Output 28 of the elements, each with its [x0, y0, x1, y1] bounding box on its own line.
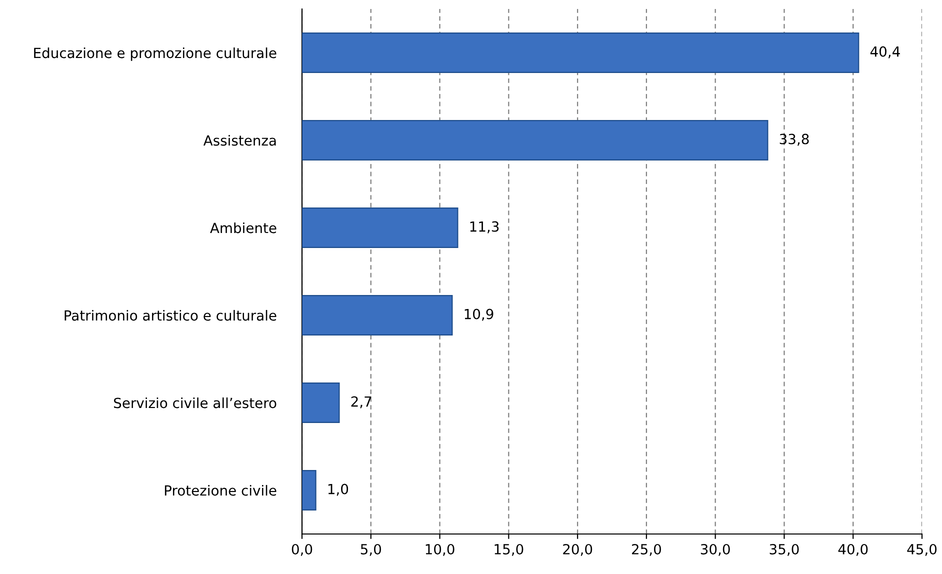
x-tick-label: 0,0: [292, 544, 312, 556]
y-tick-label: Ambiente: [210, 222, 276, 234]
y-tick-label: Protezione civile: [164, 484, 276, 496]
data-label: 1,0: [328, 484, 348, 496]
x-tick-label: 40,0: [838, 544, 868, 556]
data-label: 2,7: [351, 396, 372, 408]
x-tick-label: 35,0: [770, 544, 799, 556]
bar: [302, 120, 768, 160]
bar: [302, 208, 458, 248]
x-tick-label: 10,0: [426, 544, 454, 556]
x-tick-label: 15,0: [494, 544, 524, 556]
y-tick-label: Educazione e promozione culturale: [34, 47, 276, 61]
y-tick-label: Patrimonio artistico e culturale: [64, 310, 276, 321]
bar: [302, 295, 453, 336]
x-tick-label: 45,0: [907, 544, 937, 556]
data-label: 10,9: [464, 308, 494, 321]
y-tick-label: Servizio civile all’estero: [114, 397, 276, 408]
data-label: 40,4: [870, 46, 900, 58]
x-tick-label: 5,0: [360, 544, 382, 556]
x-tick-label: 20,0: [563, 544, 592, 556]
data-label: 33,8: [780, 134, 809, 146]
x-tick-label: 30,0: [700, 544, 730, 556]
y-tick-label: Assistenza: [203, 134, 276, 146]
bar: [302, 382, 340, 423]
bar: [302, 32, 860, 73]
bar: [302, 470, 316, 510]
x-tick-label: 25,0: [632, 544, 661, 556]
data-label: 11,3: [470, 221, 499, 234]
